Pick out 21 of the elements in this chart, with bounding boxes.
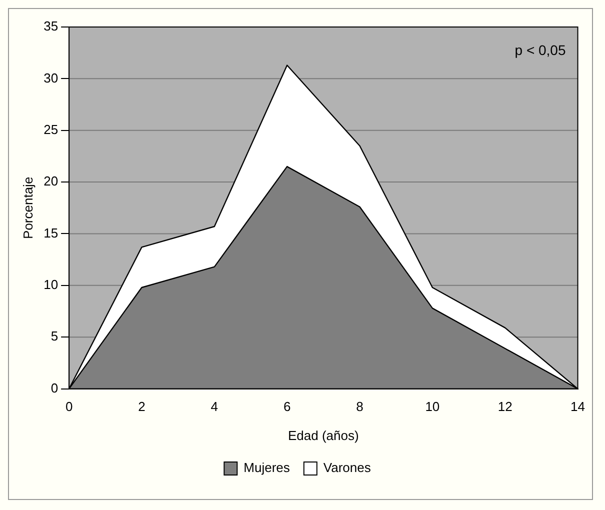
y-tick-label: 15 bbox=[44, 225, 58, 240]
x-tick-label: 2 bbox=[138, 399, 146, 414]
annotation: p < 0,05 bbox=[514, 42, 566, 58]
y-tick-label: 35 bbox=[44, 18, 58, 34]
y-tick-label: 5 bbox=[50, 328, 58, 344]
x-tick-label: 8 bbox=[356, 399, 364, 414]
y-tick-label: 30 bbox=[44, 70, 58, 86]
y-axis-title: Porcentaje bbox=[20, 176, 36, 239]
y-tick-label: 25 bbox=[44, 122, 58, 137]
y-tick-label: 10 bbox=[44, 277, 58, 292]
legend-label: Varones bbox=[323, 460, 372, 476]
x-tick-label: 10 bbox=[425, 399, 440, 414]
x-tick-label: 6 bbox=[283, 399, 291, 414]
y-tick-label: 0 bbox=[50, 380, 58, 396]
x-tick-label: 12 bbox=[498, 399, 512, 414]
x-tick-label: 4 bbox=[210, 399, 218, 414]
x-tick-label: 14 bbox=[570, 399, 586, 414]
x-axis-title: Edad (años) bbox=[288, 428, 359, 443]
x-tick-label: 0 bbox=[65, 399, 73, 414]
legend-label: Mujeres bbox=[244, 460, 290, 476]
y-tick-label: 20 bbox=[44, 174, 58, 189]
